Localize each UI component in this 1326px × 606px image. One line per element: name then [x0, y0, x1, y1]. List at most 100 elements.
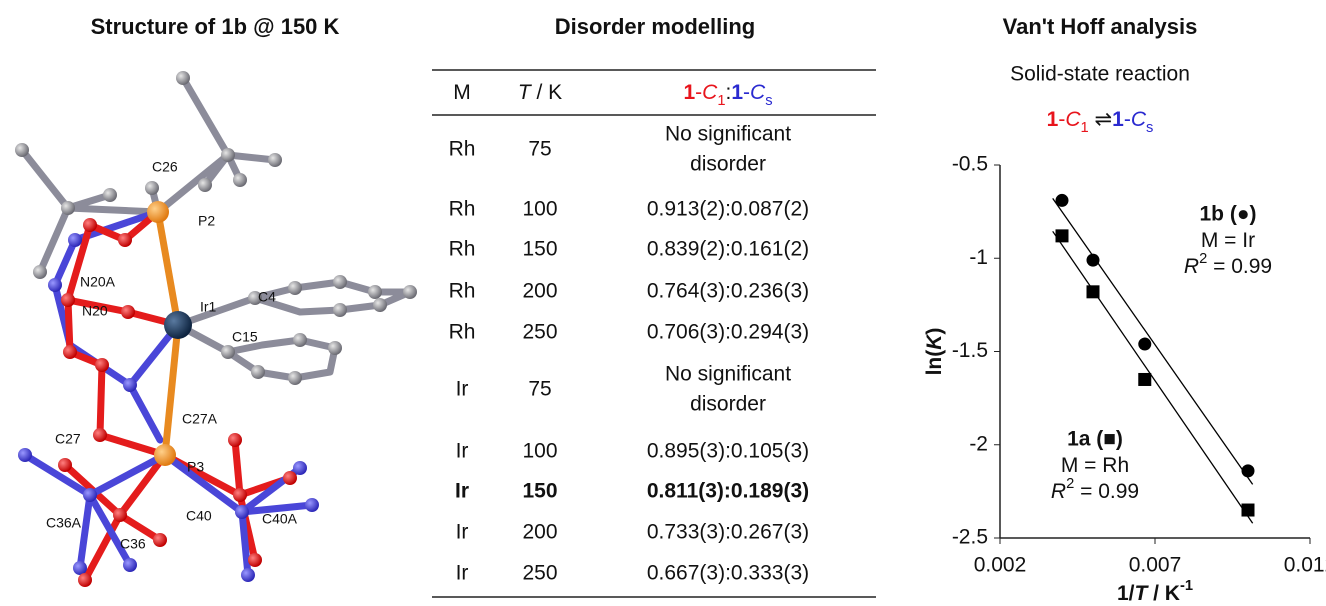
- text-run: 1: [1047, 108, 1059, 131]
- cell-temperature: 75: [528, 378, 551, 401]
- cell-ratio: 0.764(3):0.236(3): [647, 280, 809, 303]
- cell-ratio: disorder: [690, 393, 766, 416]
- text-run: ln(: [923, 350, 946, 376]
- text-run: / K: [531, 81, 563, 104]
- text-run: M = Ir: [1201, 229, 1255, 252]
- page: Structure of 1b @ 150 K: [0, 0, 1326, 606]
- x-axis-label: 1/T / K-1: [1117, 578, 1193, 605]
- cell-metal: Ir: [456, 440, 469, 463]
- atom-label: N20A: [80, 274, 116, 290]
- point: [1056, 194, 1069, 207]
- text-run: M: [453, 81, 471, 104]
- point: [1138, 338, 1151, 351]
- text-run: s: [1146, 120, 1153, 136]
- column-header: 1-C1:1-Cs: [683, 81, 772, 109]
- cell-ratio: 0.895(3):0.105(3): [647, 440, 809, 463]
- x-tick-label: 0.002: [974, 554, 1027, 577]
- y-tick-label: -2.5: [952, 526, 988, 549]
- chart-subtitle: Solid-state reaction: [1010, 63, 1190, 86]
- text-run: -: [743, 81, 750, 104]
- text-run: 1: [1112, 108, 1124, 131]
- cell-metal: Rh: [449, 280, 476, 303]
- text-run: -1: [1180, 578, 1193, 594]
- table-title: Disorder modelling: [555, 14, 755, 39]
- cell-temperature: 150: [522, 238, 557, 261]
- text-run: 2: [1199, 251, 1207, 267]
- point: [1138, 373, 1151, 386]
- chart-title: Van't Hoff analysis: [1003, 14, 1198, 39]
- series-note: M = Rh: [1061, 454, 1129, 477]
- cell-ratio: 0.839(2):0.161(2): [647, 238, 809, 261]
- y-tick-label: -1: [969, 246, 988, 269]
- cell-temperature: 250: [522, 321, 557, 344]
- cell-ratio: disorder: [690, 153, 766, 176]
- column-header: M: [453, 81, 471, 104]
- text-run: 1/: [1117, 582, 1135, 605]
- text-run: -: [1058, 108, 1065, 131]
- cell-temperature: 250: [522, 562, 557, 585]
- text-run: 1: [731, 81, 743, 104]
- cell-temperature: 150: [522, 480, 557, 503]
- y-tick-label: -2: [969, 432, 988, 455]
- y-tick-label: -0.5: [952, 153, 988, 176]
- cell-ratio: 0.811(3):0.189(3): [647, 480, 809, 503]
- table: M T / K 1-C1:1-Cs Rh 75 No significant disorde…: [449, 81, 810, 585]
- text-run: 1: [683, 81, 695, 104]
- cell-metal: Rh: [449, 138, 476, 161]
- y-axis-label: ln(K): [923, 328, 946, 376]
- text-run: / K: [1147, 582, 1180, 605]
- text-run: 1: [717, 93, 725, 109]
- point: [1242, 464, 1255, 477]
- text-run: C: [1065, 108, 1081, 131]
- series-note: M = Ir: [1201, 229, 1255, 252]
- cell-temperature: 75: [528, 138, 551, 161]
- cell-ratio: No significant: [665, 363, 791, 386]
- text-run: = 0.99: [1074, 480, 1139, 503]
- x-tick-label: 0.007: [1129, 554, 1182, 577]
- cell-metal: Ir: [456, 521, 469, 544]
- cell-temperature: 200: [522, 280, 557, 303]
- atom-label: C27: [55, 431, 81, 447]
- grey-bonds: [22, 78, 410, 378]
- cell-metal: Rh: [449, 198, 476, 221]
- text-run: R: [1051, 480, 1066, 503]
- atom-label: C40A: [262, 511, 298, 527]
- atom-label: Ir1: [200, 299, 217, 315]
- cell-temperature: 100: [522, 198, 557, 221]
- atom-label: P3: [187, 459, 204, 475]
- text-run: 1: [1081, 120, 1089, 136]
- series-note: R2 = 0.99: [1184, 251, 1272, 278]
- cell-metal: Ir: [456, 378, 469, 401]
- atom-label: C36A: [46, 515, 82, 531]
- text-run: C: [750, 81, 766, 104]
- column-header: T / K: [518, 81, 562, 104]
- molecule: [15, 71, 417, 587]
- x-tick-label: 0.012: [1284, 554, 1326, 577]
- structure-title: Structure of 1b @ 150 K: [91, 14, 340, 39]
- cell-metal: Ir: [455, 480, 469, 503]
- point: [1087, 254, 1100, 267]
- atom-label: C4: [258, 289, 276, 305]
- point: [1242, 504, 1255, 517]
- text-run: R: [1184, 255, 1199, 278]
- y-tick-label: -1.5: [952, 339, 988, 362]
- text-run: -: [1124, 108, 1131, 131]
- cell-temperature: 100: [522, 440, 557, 463]
- atom-label: C15: [232, 329, 258, 345]
- figure: Structure of 1b @ 150 K: [0, 0, 1326, 606]
- text-run: ⇌: [1089, 108, 1112, 131]
- series-label: 1a (■): [1067, 428, 1123, 451]
- atom-label: P2: [198, 213, 215, 229]
- series-label: 1b (●): [1199, 203, 1256, 226]
- chart: Van't Hoff analysis Solid-state reaction…: [923, 14, 1326, 605]
- text-run: = 0.99: [1207, 255, 1272, 278]
- text-run: ): [923, 328, 946, 335]
- text-run: -: [695, 81, 702, 104]
- series-note: R2 = 0.99: [1051, 476, 1139, 503]
- cell-ratio: 0.913(2):0.087(2): [647, 198, 809, 221]
- text-run: C: [1131, 108, 1147, 131]
- cell-metal: Rh: [449, 238, 476, 261]
- point: [1056, 229, 1069, 242]
- atom-label: C36: [120, 536, 146, 552]
- atom-label: C40: [186, 508, 212, 524]
